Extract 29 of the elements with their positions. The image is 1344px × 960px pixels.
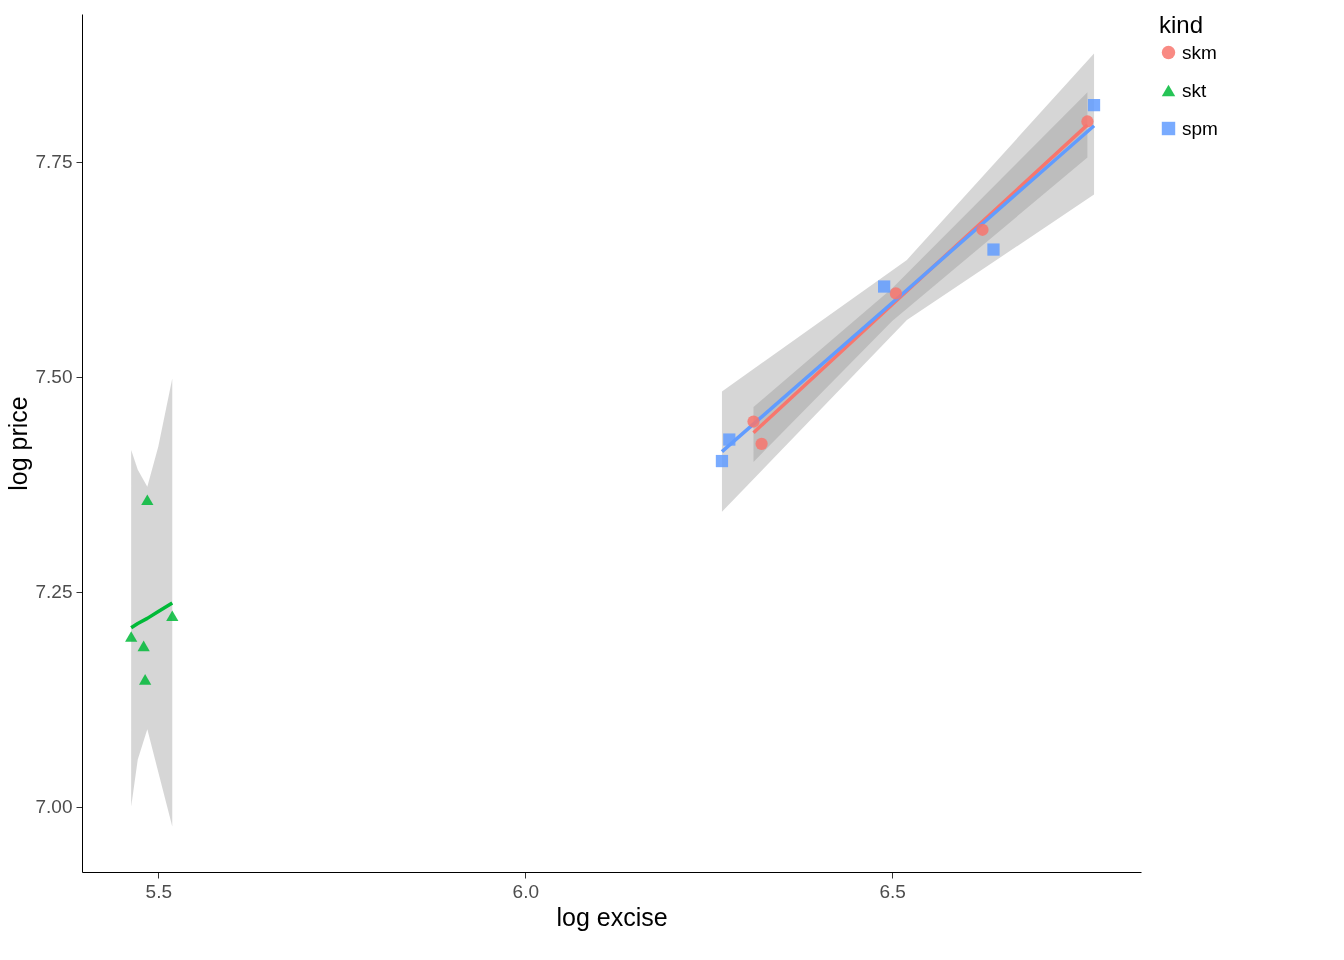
x-tick-label: 6.5 bbox=[879, 880, 906, 902]
y-tick-label: 7.75 bbox=[35, 151, 73, 173]
point bbox=[137, 640, 150, 652]
point bbox=[1087, 99, 1101, 112]
y-axis-title: log price bbox=[3, 396, 32, 491]
point bbox=[166, 610, 179, 622]
legend-label: spm bbox=[1182, 117, 1218, 139]
y-tick-label: 7.25 bbox=[35, 581, 73, 603]
point bbox=[987, 243, 1000, 256]
point bbox=[889, 287, 903, 300]
x-tick-label: 6.0 bbox=[512, 880, 539, 902]
x-axis-title: log excise bbox=[556, 902, 668, 931]
point bbox=[1081, 115, 1094, 128]
legend-title: kind bbox=[1159, 11, 1204, 38]
line-series bbox=[129, 601, 175, 630]
point bbox=[878, 280, 891, 293]
y-tick-label: 7.00 bbox=[35, 796, 73, 818]
x-tick-label: 5.5 bbox=[145, 880, 173, 902]
point bbox=[125, 631, 138, 642]
point bbox=[715, 454, 729, 468]
point bbox=[747, 415, 760, 428]
y-tick-label: 7.50 bbox=[35, 366, 73, 388]
point bbox=[141, 494, 154, 506]
legend-label: skm bbox=[1182, 41, 1217, 63]
point bbox=[138, 674, 152, 685]
legend-label: skt bbox=[1182, 79, 1207, 101]
point bbox=[723, 433, 736, 446]
point bbox=[755, 437, 768, 450]
point bbox=[976, 223, 989, 236]
